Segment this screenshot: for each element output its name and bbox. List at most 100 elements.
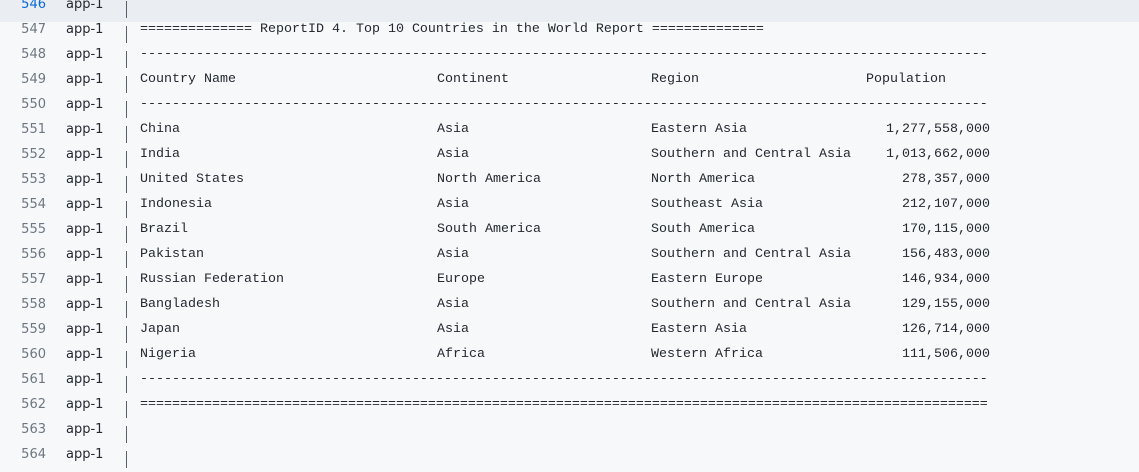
log-source: app-1	[66, 222, 104, 237]
log-line: 554 app-1 Indonesia Asia Southeast Asia 212,1…	[0, 197, 1139, 222]
separator	[126, 176, 127, 193]
log-source: app-1	[66, 272, 104, 287]
table-cell: North America	[651, 172, 755, 187]
line-number: 551	[21, 122, 46, 137]
log-text: ----------------------------------------…	[140, 47, 988, 62]
log-source: app-1	[66, 72, 104, 87]
separator	[126, 376, 127, 393]
line-number: 552	[21, 147, 46, 162]
log-line: 555 app-1 Brazil South America South America…	[0, 222, 1139, 247]
table-cell: Country Name	[140, 72, 236, 87]
table-cell: Europe	[437, 272, 485, 287]
table-cell: Pakistan	[140, 247, 204, 262]
log-source: app-1	[66, 0, 104, 12]
separator	[126, 201, 127, 218]
table-cell: 1,277,558,000	[886, 122, 990, 137]
table-cell: India	[140, 147, 180, 162]
log-line: 548 app-1 --------------------------------…	[0, 47, 1139, 72]
line-number: 562	[21, 397, 46, 412]
line-number: 558	[21, 297, 46, 312]
line-number: 563	[21, 422, 46, 437]
separator	[126, 276, 127, 293]
table-cell: 126,714,000	[902, 322, 990, 337]
separator	[126, 301, 127, 318]
log-line: 560 app-1 Nigeria Africa Western Africa 111,5…	[0, 347, 1139, 372]
log-line: 561 app-1 --------------------------------…	[0, 372, 1139, 397]
table-cell: Southern and Central Asia	[651, 147, 851, 162]
table-cell: 156,483,000	[902, 247, 990, 262]
separator	[126, 251, 127, 268]
table-cell: Asia	[437, 297, 469, 312]
separator	[126, 26, 127, 43]
log-source: app-1	[66, 47, 104, 62]
table-cell: Brazil	[140, 222, 188, 237]
table-cell: 278,357,000	[902, 172, 990, 187]
table-cell: Eastern Asia	[651, 322, 747, 337]
log-line: 562 app-1 ================================…	[0, 397, 1139, 422]
log-source: app-1	[66, 147, 104, 162]
table-cell: 129,155,000	[902, 297, 990, 312]
line-number: 561	[21, 372, 46, 387]
table-cell: North America	[437, 172, 541, 187]
separator	[126, 426, 127, 443]
separator	[126, 326, 127, 343]
log-line: 547 app-1 ============== ReportID 4. Top 1…	[0, 22, 1139, 47]
table-cell: Southeast Asia	[651, 197, 763, 212]
table-cell: Western Africa	[651, 347, 763, 362]
log-source: app-1	[66, 122, 104, 137]
log-line: 550 app-1 --------------------------------…	[0, 97, 1139, 122]
table-cell: 212,107,000	[902, 197, 990, 212]
table-cell: Southern and Central Asia	[651, 247, 851, 262]
line-number: 556	[21, 247, 46, 262]
table-cell: Africa	[437, 347, 485, 362]
separator	[126, 126, 127, 143]
line-number: 559	[21, 322, 46, 337]
table-cell: Asia	[437, 122, 469, 137]
log-text: ========================================…	[140, 397, 988, 412]
log-line: 557 app-1 Russian Federation Europe Eastern …	[0, 272, 1139, 297]
log-source: app-1	[66, 372, 104, 387]
table-cell: Continent	[437, 72, 509, 87]
table-cell: United States	[140, 172, 244, 187]
separator	[126, 76, 127, 93]
log-text: ----------------------------------------…	[140, 97, 988, 112]
table-cell: Indonesia	[140, 197, 212, 212]
table-cell: Nigeria	[140, 347, 196, 362]
table-cell: Eastern Europe	[651, 272, 763, 287]
log-text: ============== ReportID 4. Top 10 Countr…	[140, 22, 764, 37]
separator	[126, 351, 127, 368]
log-source: app-1	[66, 397, 104, 412]
line-number: 560	[21, 347, 46, 362]
log-line: 553 app-1 United States North America North …	[0, 172, 1139, 197]
separator	[126, 401, 127, 418]
separator	[126, 151, 127, 168]
line-number: 557	[21, 272, 46, 287]
log-line: 549 app-1 Country Name Continent Region Popul…	[0, 72, 1139, 97]
log-line: 551 app-1 China Asia Eastern Asia 1,277,558,0…	[0, 122, 1139, 147]
table-cell: Eastern Asia	[651, 122, 747, 137]
table-cell: Asia	[437, 322, 469, 337]
line-number: 564	[21, 447, 46, 462]
table-cell: Southern and Central Asia	[651, 297, 851, 312]
log-line: 558 app-1 Bangladesh Asia Southern and Centr…	[0, 297, 1139, 322]
separator	[126, 101, 127, 118]
table-cell: Asia	[437, 147, 469, 162]
line-number: 546	[21, 0, 46, 12]
log-source: app-1	[66, 297, 104, 312]
table-cell: 1,013,662,000	[886, 147, 990, 162]
line-number: 554	[21, 197, 46, 212]
table-cell: Bangladesh	[140, 297, 220, 312]
separator	[126, 51, 127, 68]
table-cell: 111,506,000	[902, 347, 990, 362]
log-line: 552 app-1 India Asia Southern and Central As…	[0, 147, 1139, 172]
table-cell: Asia	[437, 247, 469, 262]
table-cell: 146,934,000	[902, 272, 990, 287]
log-line: 559 app-1 Japan Asia Eastern Asia 126,714,000	[0, 322, 1139, 347]
table-cell: Region	[651, 72, 699, 87]
line-number: 550	[21, 97, 46, 112]
line-number: 555	[21, 222, 46, 237]
log-line: 556 app-1 Pakistan Asia Southern and Central…	[0, 247, 1139, 272]
table-cell: Russian Federation	[140, 272, 284, 287]
